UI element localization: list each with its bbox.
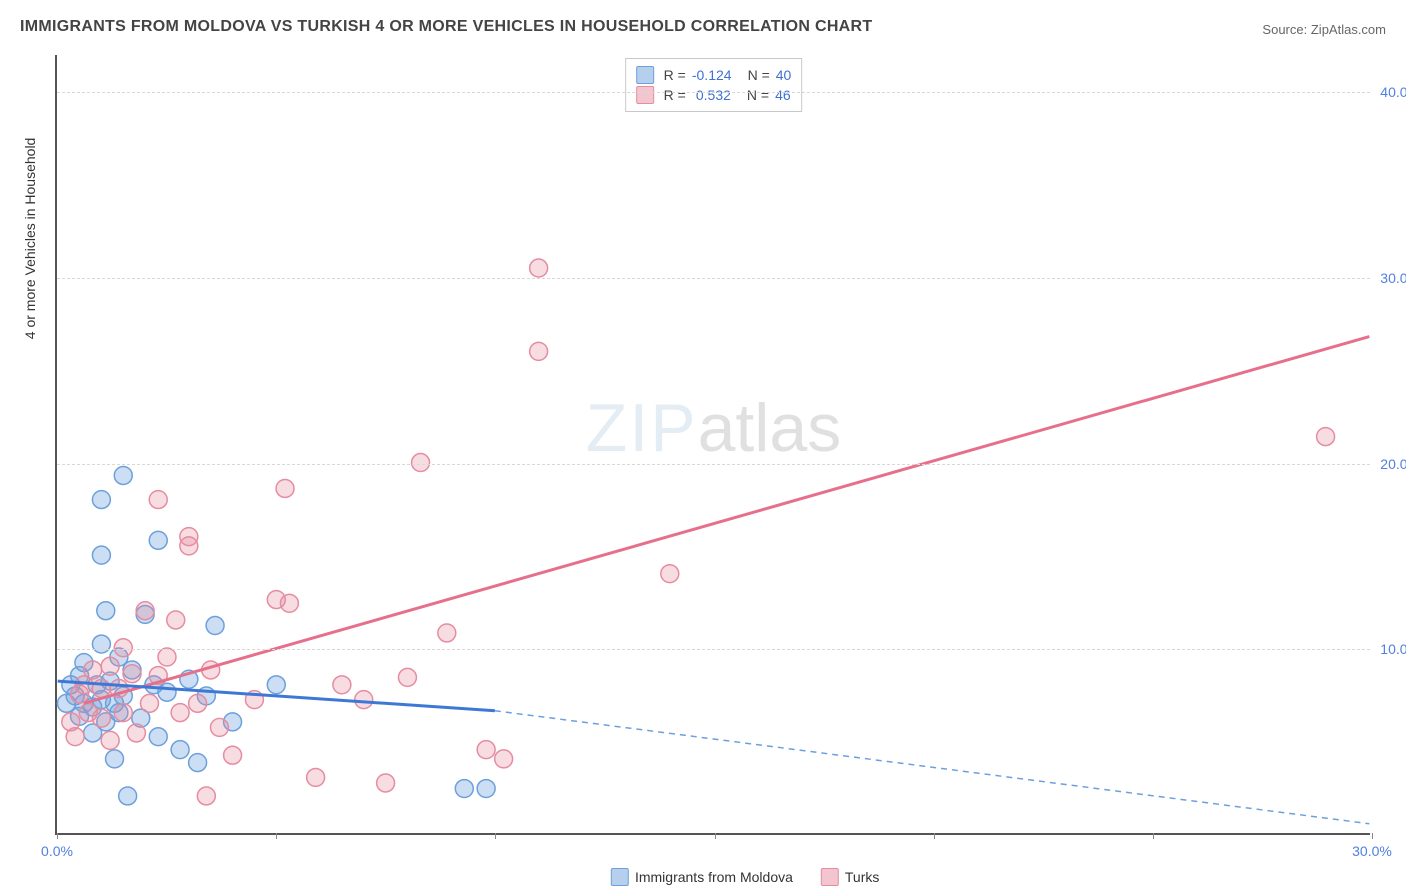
data-point bbox=[412, 454, 430, 472]
data-point bbox=[149, 531, 167, 549]
data-point bbox=[167, 611, 185, 629]
data-point bbox=[92, 491, 110, 509]
data-point bbox=[495, 750, 513, 768]
data-point bbox=[149, 728, 167, 746]
data-point bbox=[206, 617, 224, 635]
data-point bbox=[149, 491, 167, 509]
data-point bbox=[66, 728, 84, 746]
data-point bbox=[127, 724, 145, 742]
legend-item-blue: Immigrants from Moldova bbox=[611, 868, 793, 886]
data-point bbox=[477, 741, 495, 759]
data-point bbox=[477, 780, 495, 798]
data-point bbox=[355, 691, 373, 709]
data-point bbox=[377, 774, 395, 792]
x-tick bbox=[57, 833, 58, 839]
data-point bbox=[197, 787, 215, 805]
x-tick bbox=[495, 833, 496, 839]
data-point bbox=[276, 479, 294, 497]
y-tick-label: 10.0% bbox=[1376, 641, 1406, 657]
data-point bbox=[84, 661, 102, 679]
data-point bbox=[158, 648, 176, 666]
x-tick bbox=[1153, 833, 1154, 839]
data-point bbox=[189, 694, 207, 712]
data-point bbox=[97, 602, 115, 620]
data-point bbox=[398, 668, 416, 686]
data-point bbox=[92, 546, 110, 564]
data-point bbox=[114, 467, 132, 485]
data-point bbox=[530, 342, 548, 360]
swatch-blue-icon bbox=[611, 868, 629, 886]
data-point bbox=[101, 731, 119, 749]
data-point bbox=[119, 787, 137, 805]
data-point bbox=[280, 594, 298, 612]
y-tick-label: 40.0% bbox=[1376, 84, 1406, 100]
x-tick-label: 0.0% bbox=[41, 843, 73, 859]
data-point bbox=[530, 259, 548, 277]
data-point bbox=[1317, 428, 1335, 446]
y-tick-label: 30.0% bbox=[1376, 270, 1406, 286]
data-point bbox=[123, 665, 141, 683]
data-point bbox=[101, 657, 119, 675]
legend-item-pink: Turks bbox=[821, 868, 879, 886]
chart-title: IMMIGRANTS FROM MOLDOVA VS TURKISH 4 OR … bbox=[20, 18, 872, 36]
gridline bbox=[57, 278, 1370, 279]
x-tick-label: 30.0% bbox=[1352, 843, 1392, 859]
data-point bbox=[171, 704, 189, 722]
data-point bbox=[210, 718, 228, 736]
x-tick bbox=[276, 833, 277, 839]
data-point bbox=[438, 624, 456, 642]
series-legend: Immigrants from Moldova Turks bbox=[611, 868, 879, 886]
data-point bbox=[455, 780, 473, 798]
source-value: ZipAtlas.com bbox=[1311, 22, 1386, 37]
data-point bbox=[92, 709, 110, 727]
data-point bbox=[114, 639, 132, 657]
x-tick bbox=[1372, 833, 1373, 839]
x-tick bbox=[715, 833, 716, 839]
x-tick bbox=[934, 833, 935, 839]
data-point bbox=[136, 602, 154, 620]
data-point bbox=[661, 565, 679, 583]
swatch-pink-icon bbox=[821, 868, 839, 886]
data-point bbox=[114, 704, 132, 722]
gridline bbox=[57, 464, 1370, 465]
plot-area: ZIPatlas R = -0.124 N = 40 R = 0.532 N =… bbox=[55, 55, 1370, 835]
gridline bbox=[57, 649, 1370, 650]
scatter-svg bbox=[57, 55, 1370, 833]
data-point bbox=[158, 683, 176, 701]
data-point bbox=[141, 694, 159, 712]
y-axis-title: 4 or more Vehicles in Household bbox=[22, 138, 38, 340]
source-attribution: Source: ZipAtlas.com bbox=[1262, 22, 1386, 37]
y-tick-label: 20.0% bbox=[1376, 456, 1406, 472]
data-point bbox=[106, 750, 124, 768]
legend-label-blue: Immigrants from Moldova bbox=[635, 869, 793, 885]
trend-line bbox=[495, 711, 1369, 824]
data-point bbox=[333, 676, 351, 694]
data-point bbox=[180, 528, 198, 546]
data-point bbox=[267, 676, 285, 694]
data-point bbox=[189, 754, 207, 772]
gridline bbox=[57, 92, 1370, 93]
data-point bbox=[224, 746, 242, 764]
data-point bbox=[307, 768, 325, 786]
data-point bbox=[171, 741, 189, 759]
data-point bbox=[92, 635, 110, 653]
legend-label-pink: Turks bbox=[845, 869, 879, 885]
source-label: Source: bbox=[1262, 22, 1307, 37]
